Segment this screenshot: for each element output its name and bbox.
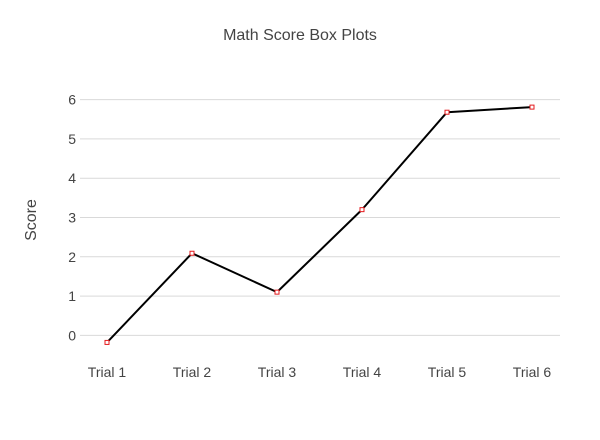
y-tick-label: 0: [68, 327, 76, 343]
y-tick-label: 4: [68, 170, 76, 186]
x-tick-label: Trial 4: [343, 364, 382, 380]
series-layer: [104, 104, 535, 345]
x-tick-label: Trial 3: [258, 364, 297, 380]
y-tick-label: 1: [68, 288, 76, 304]
y-tick-label: 2: [68, 249, 76, 265]
y-tick-label: 5: [68, 131, 76, 147]
y-tick-label: 6: [68, 92, 76, 108]
x-tick-label: Trial 6: [513, 364, 552, 380]
grid-layer: [80, 99, 560, 336]
data-point: [529, 104, 535, 110]
data-point: [274, 289, 280, 295]
y-axis-label: Score: [23, 199, 40, 241]
x-tick-label: Trial 1: [88, 364, 127, 380]
chart-title: Math Score Box Plots: [223, 27, 377, 44]
y-ticks-layer: 0 1 2 3 4 5 6: [68, 92, 76, 344]
x-ticks-layer: Trial 1 Trial 2 Trial 3 Trial 4 Trial 5 Trial…: [88, 364, 552, 380]
data-point: [104, 339, 110, 345]
y-tick-label: 3: [68, 210, 76, 226]
series-line: [106, 106, 533, 344]
x-tick-label: Trial 5: [428, 364, 467, 380]
data-point: [189, 250, 195, 256]
data-point: [444, 109, 450, 115]
x-tick-label: Trial 2: [173, 364, 212, 380]
data-point: [359, 207, 365, 213]
